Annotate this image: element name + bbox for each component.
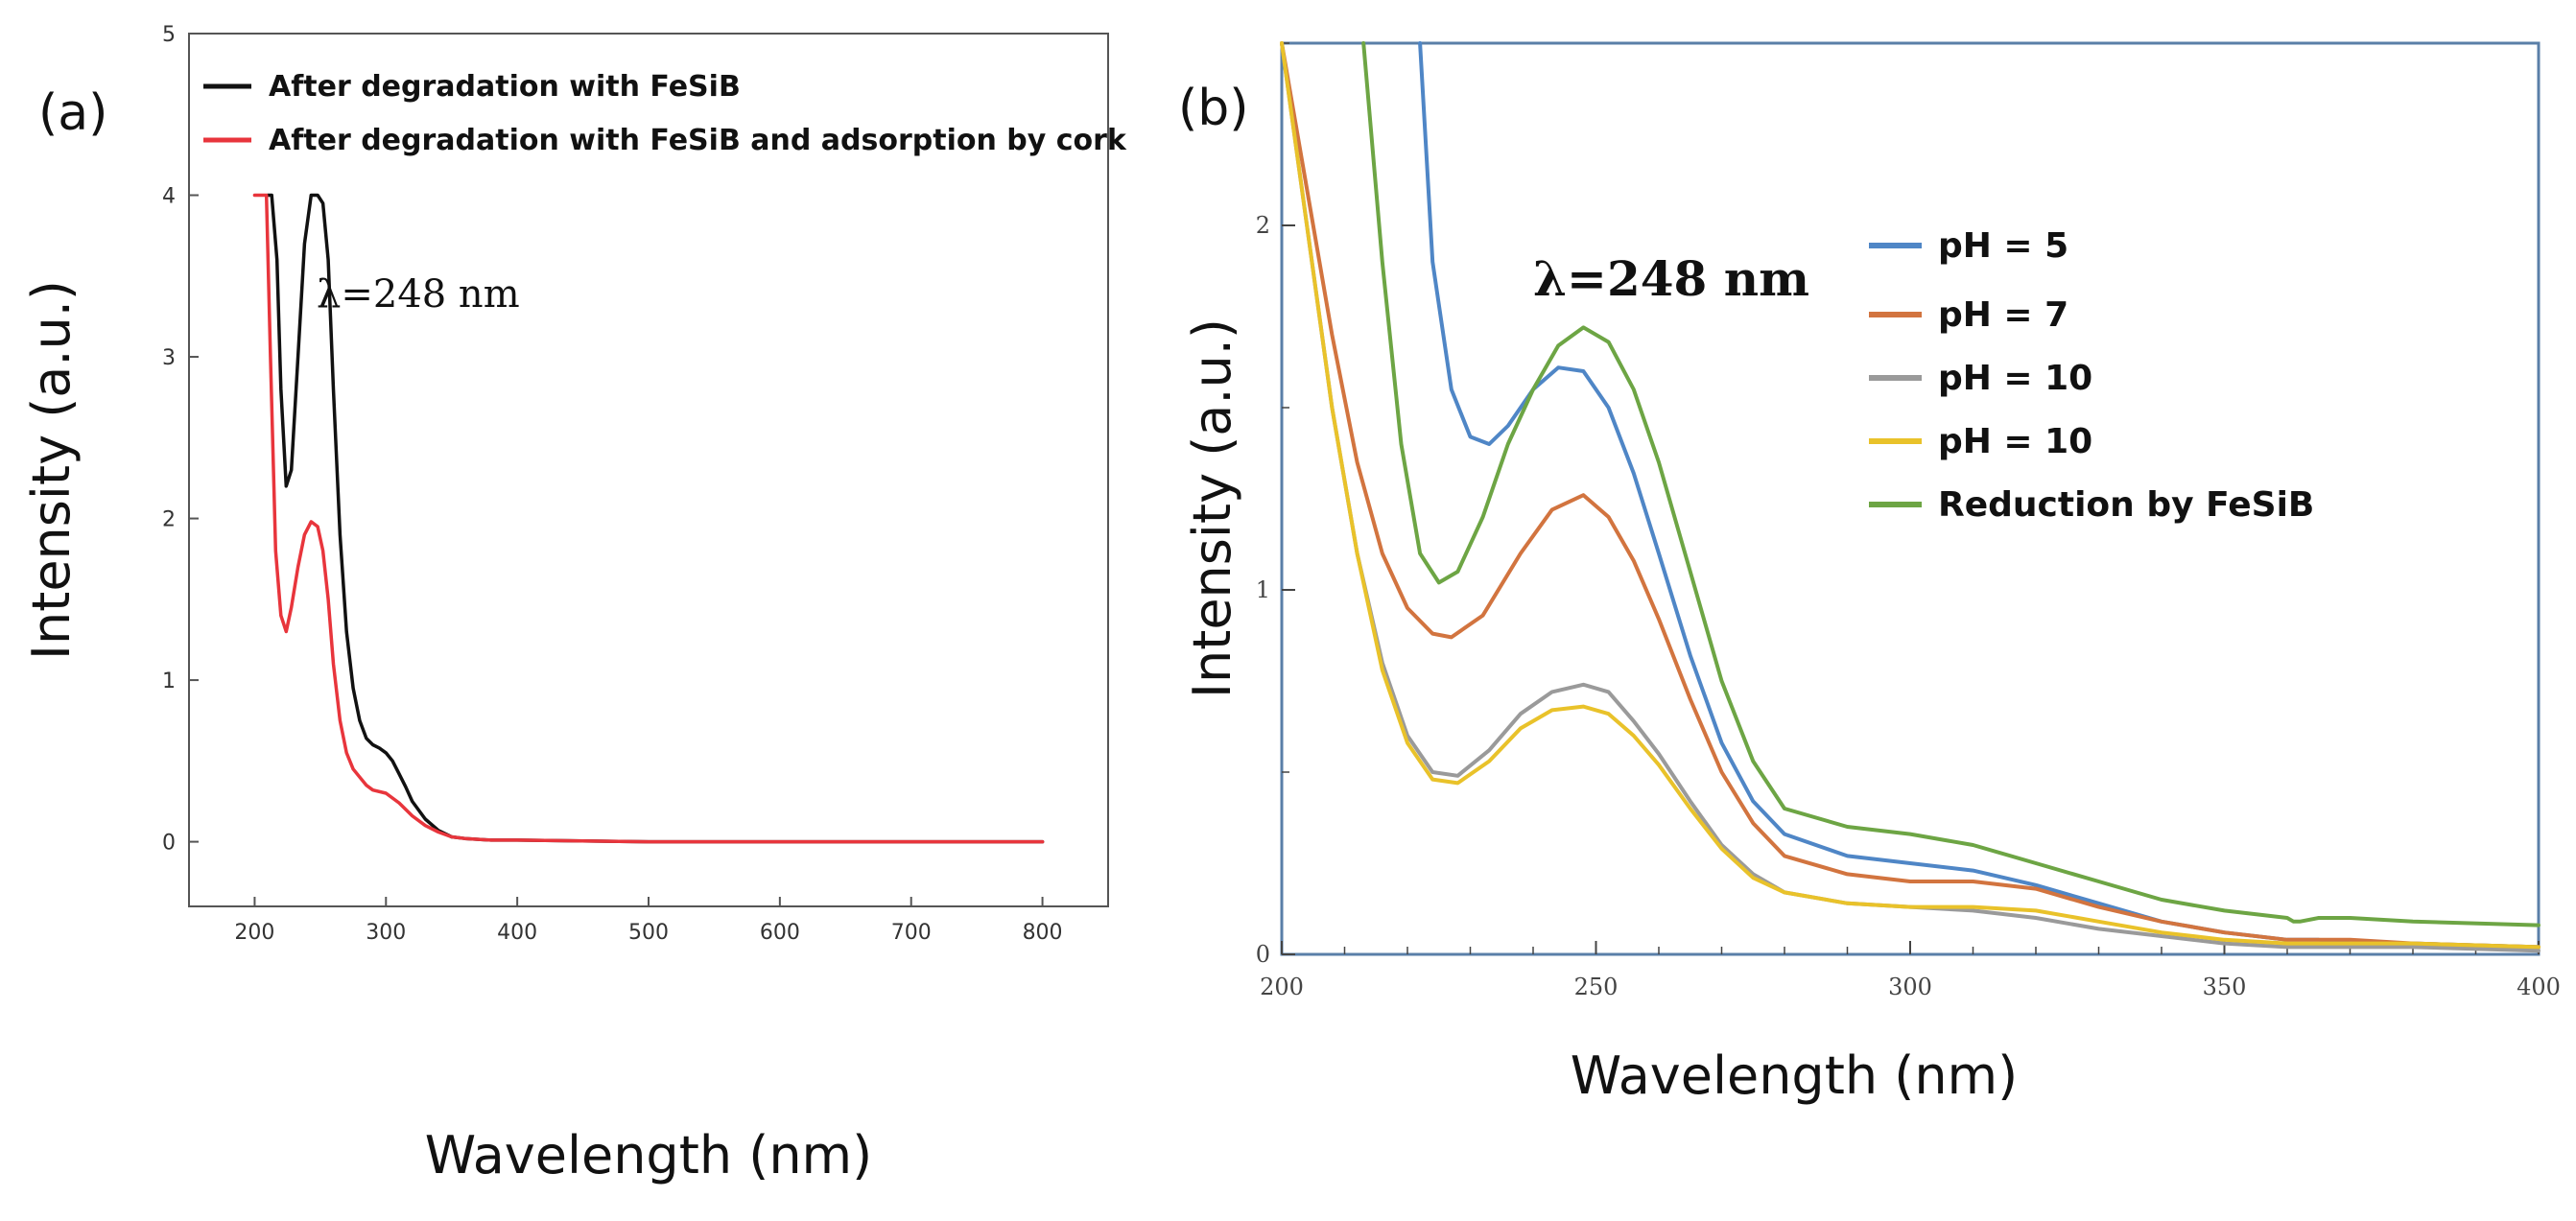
legend-label: pH = 10 [1938,359,2092,398]
y-tick-label: 5 [162,23,176,47]
series-line-b-1 [1280,41,2541,950]
legend-label: After degradation with FeSiB and adsorpt… [269,124,1127,157]
plot-frame-b [1280,41,2541,956]
x-tick-label: 500 [628,921,669,945]
legend-label: pH = 7 [1938,295,2068,335]
x-tick-label: 300 [1888,974,1932,1000]
y-tick-label: 0 [1256,941,1270,968]
x-axis-title-b: Wavelength (nm) [1571,1045,2018,1106]
y-axis-title-b: Intensity (a.u.) [1182,318,1242,698]
x-axis-title-a: Wavelength (nm) [425,1125,872,1186]
panel-label-b: (b) [1178,80,1249,137]
x-tick-label: 600 [760,921,800,945]
legend-label: pH = 5 [1938,226,2068,266]
series-line-b-4 [1361,41,2541,927]
y-tick-label: 3 [162,346,176,370]
y-tick-label: 0 [162,832,176,856]
legend-label: After degradation with FeSiB [269,70,741,104]
series-line-b-2 [1280,41,2541,953]
y-tick-label: 4 [162,185,176,209]
peak-annotation-a: λ=248 nm [317,272,520,317]
y-tick-label: 2 [1256,212,1270,239]
legend-a: After degradation with FeSiB After degra… [203,70,1127,157]
plot-frame-a [188,33,1109,907]
x-tick-label: 200 [234,921,274,945]
series-line-b-3 [1280,41,2541,950]
x-tick-label: 800 [1023,921,1063,945]
x-tick-label: 700 [891,921,932,945]
legend-label: Reduction by FeSiB [1938,485,2314,525]
y-tick-label: 2 [162,508,176,532]
panel-a: 200 300 400 500 600 700 800 0 1 2 3 4 5 (a) Intensit… [21,23,1127,1186]
x-tick-label: 400 [497,921,537,945]
legend-label: pH = 10 [1938,422,2092,461]
y-axis-title-a: Intensity (a.u.) [21,280,82,660]
x-tick-label: 250 [1574,974,1619,1000]
x-tick-label: 400 [2517,974,2561,1000]
series-line-a-1 [252,193,1045,844]
legend-b: pH = 5 pH = 7 pH = 10 pH = 10 Reduction … [1869,226,2314,525]
x-tick-label: 350 [2203,974,2247,1000]
x-tick-label: 300 [366,921,406,945]
peak-annotation-b: λ=248 nm [1533,250,1809,307]
panel-label-a: (a) [38,84,107,142]
y-tick-label: 1 [162,669,176,693]
x-tick-label: 200 [1260,974,1304,1000]
y-tick-label: 1 [1256,576,1270,603]
